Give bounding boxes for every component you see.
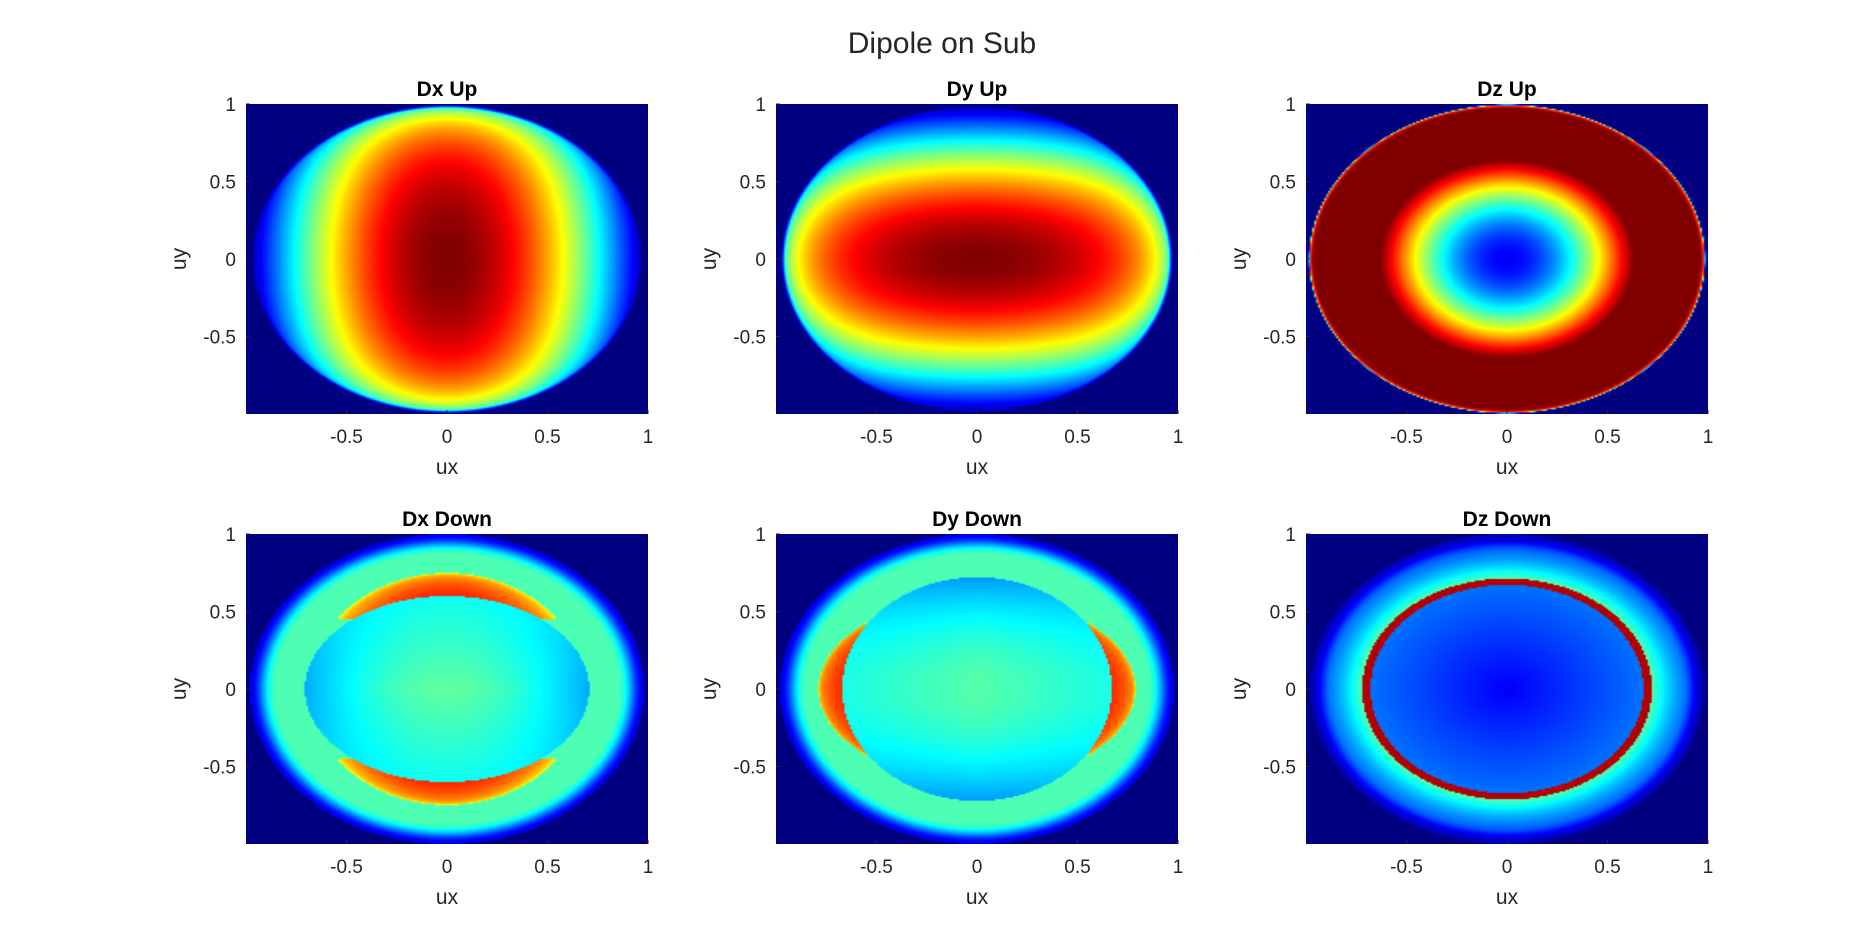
x-tick-label: 0 [972,857,983,878]
x-tick-label: 0 [442,427,453,448]
y-axis-label: uy [1228,677,1251,700]
x-tick-label: 1 [1703,427,1714,448]
subplot-dz-up: Dz Up -0.5 0 0.5 1 -0.5 0 0.5 1 ux uy [1228,78,1713,479]
x-tick-label: -0.5 [860,427,893,448]
y-tick-label: -0.5 [1263,758,1296,779]
x-tick-label: -0.5 [1390,427,1423,448]
subplot-dy-up: Dy Up -0.5 0 0.5 1 -0.5 0 0.5 1 ux uy [698,78,1183,479]
x-tick-label: -0.5 [330,427,363,448]
x-tick-label: 0.5 [1064,427,1090,448]
x-axis-label: ux [436,886,459,909]
y-tick-label: 0 [755,250,766,271]
subplot-dz-down: Dz Down -0.5 0 0.5 1 -0.5 0 0.5 1 ux uy [1228,508,1713,909]
x-tick-label: 0.5 [1064,857,1090,878]
y-tick-label: 1 [755,525,766,546]
subplot-grid: Dx Up -0.5 0 0.5 1 -0.5 0 0.5 1 ux uy Dy Up -0.5 0 0.5… [168,78,1713,909]
y-tick-label: 0.5 [210,173,236,194]
x-tick-label: 1 [1173,427,1184,448]
x-axis-label: ux [966,886,989,909]
subplot-dx-up: Dx Up -0.5 0 0.5 1 -0.5 0 0.5 1 ux uy [168,78,653,479]
x-axis-label: ux [436,456,459,479]
x-tick-label: 0 [1502,857,1513,878]
x-tick-label: 0 [1502,427,1513,448]
y-tick-label: -0.5 [203,758,236,779]
x-tick-label: 0 [442,857,453,878]
x-tick-label: 0.5 [1594,857,1620,878]
y-tick-label: 0 [1285,250,1296,271]
x-axis-label: ux [966,456,989,479]
y-axis-label: uy [168,247,191,270]
y-tick-label: 0 [225,250,236,271]
y-tick-label: 0 [225,680,236,701]
heatmap-image [1306,104,1708,414]
heatmap-image [246,104,648,414]
x-tick-label: 0.5 [1594,427,1620,448]
x-tick-label: -0.5 [860,857,893,878]
y-tick-label: 1 [225,95,236,116]
y-axis-label: uy [168,677,191,700]
x-tick-label: 1 [643,427,654,448]
y-tick-label: -0.5 [203,328,236,349]
y-axis-label: uy [698,677,721,700]
x-axis-label: ux [1496,456,1519,479]
subplot-title: Dy Down [932,508,1022,531]
x-tick-label: 1 [1703,857,1714,878]
heatmap-image [1306,534,1708,844]
x-tick-label: 0.5 [534,857,560,878]
y-tick-label: 1 [1285,95,1296,116]
subplot-title: Dy Up [947,78,1008,101]
y-tick-label: 1 [755,95,766,116]
x-tick-label: 0 [972,427,983,448]
y-axis-label: uy [698,247,721,270]
y-tick-label: 0.5 [210,603,236,624]
heatmap-image [246,534,648,844]
subplot-title: Dz Down [1463,508,1552,531]
y-tick-label: -0.5 [733,328,766,349]
subplot-title: Dz Up [1477,78,1537,101]
y-tick-label: 0.5 [1270,173,1296,194]
x-tick-label: -0.5 [1390,857,1423,878]
y-tick-label: 1 [1285,525,1296,546]
y-tick-label: 0.5 [740,603,766,624]
heatmap-image [776,104,1178,414]
x-tick-label: -0.5 [330,857,363,878]
y-tick-label: -0.5 [733,758,766,779]
y-tick-label: 1 [225,525,236,546]
subplot-title: Dx Down [402,508,492,531]
heatmap-image [776,534,1178,844]
subplot-title: Dx Up [417,78,478,101]
subplot-dx-down: Dx Down -0.5 0 0.5 1 -0.5 0 0.5 1 ux uy [168,508,653,909]
x-tick-label: 1 [643,857,654,878]
x-tick-label: 1 [1173,857,1184,878]
y-tick-label: 0.5 [1270,603,1296,624]
x-tick-label: 0.5 [534,427,560,448]
y-tick-label: -0.5 [1263,328,1296,349]
y-tick-label: 0.5 [740,173,766,194]
x-axis-label: ux [1496,886,1519,909]
y-axis-label: uy [1228,247,1251,270]
figure-title: Dipole on Sub [848,27,1036,60]
y-tick-label: 0 [755,680,766,701]
y-tick-label: 0 [1285,680,1296,701]
subplot-dy-down: Dy Down -0.5 0 0.5 1 -0.5 0 0.5 1 ux uy [698,508,1183,909]
